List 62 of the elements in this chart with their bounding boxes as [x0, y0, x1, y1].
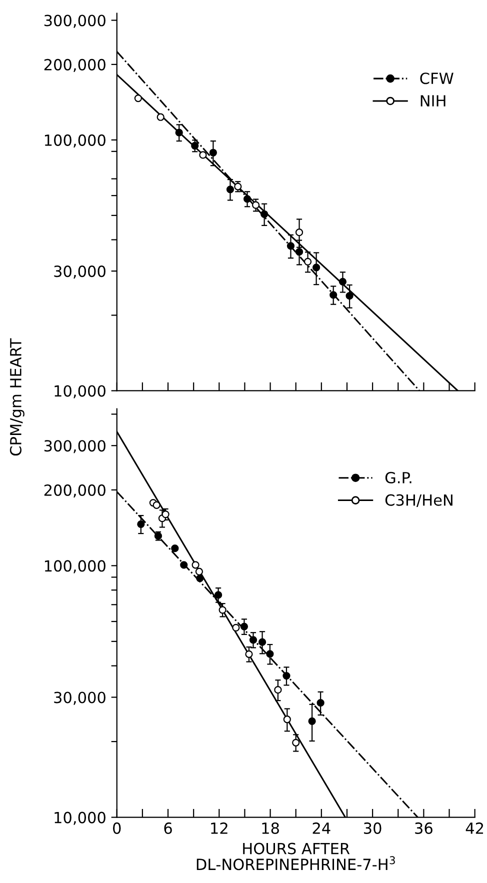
point — [295, 228, 304, 236]
x-tick-label: 30 — [364, 822, 382, 834]
point — [283, 716, 291, 724]
point — [192, 561, 200, 569]
point — [175, 128, 183, 136]
y-tick-label: 300,000 — [44, 14, 106, 28]
x-tick-label: 18 — [262, 822, 279, 834]
point — [195, 568, 204, 576]
x-tick-label: 36 — [415, 822, 432, 834]
x-tick-label: 24 — [312, 822, 330, 834]
point — [330, 291, 338, 299]
x-axis-title: HOURS AFTER DL-NOREPINEPHRINE-7-H$^{3}$ — [196, 842, 395, 870]
y-tick-label: 10,000 — [54, 385, 106, 398]
y-tick-label: 30,000 — [54, 266, 106, 279]
y-tick-label: 200,000 — [44, 484, 106, 498]
y-tick-label: 100,000 — [44, 134, 106, 148]
point — [156, 113, 164, 121]
point — [252, 201, 260, 209]
x-tick-label: 6 — [164, 822, 172, 834]
point — [240, 622, 248, 630]
legend-label: C3H/HeN — [385, 494, 452, 508]
point — [258, 638, 266, 646]
legend-label: CFW — [420, 72, 454, 84]
point — [214, 591, 222, 599]
point — [245, 650, 253, 658]
point — [191, 142, 199, 150]
point — [308, 717, 316, 725]
y-tick-label: 300,000 — [44, 440, 106, 454]
x-tick-label: 0 — [113, 822, 121, 834]
x-tick-label: 42 — [466, 822, 484, 834]
point — [282, 672, 290, 680]
legend-label: G.P. — [385, 472, 412, 484]
point — [304, 258, 312, 266]
y-tick-label: 30,000 — [54, 692, 106, 705]
point — [292, 738, 300, 746]
point — [137, 520, 145, 528]
point — [243, 195, 252, 203]
point — [232, 624, 240, 632]
point — [312, 264, 320, 272]
point — [316, 699, 324, 707]
point — [249, 636, 258, 644]
point — [346, 292, 354, 300]
point — [134, 94, 142, 102]
point — [338, 278, 347, 286]
point — [199, 151, 207, 159]
point — [226, 186, 234, 194]
point — [266, 650, 274, 658]
point — [260, 210, 268, 218]
point — [286, 242, 295, 250]
y-tick-label: 200,000 — [44, 58, 106, 72]
y-tick-label: 10,000 — [54, 812, 106, 825]
x-tick-label: 12 — [211, 822, 228, 834]
point — [180, 561, 188, 569]
point — [152, 501, 160, 509]
y-axis-title: CPM/gm HEART — [10, 338, 24, 456]
point — [171, 544, 179, 552]
y-tick-label: 100,000 — [44, 560, 106, 574]
point — [196, 574, 204, 582]
legend-label: NIH — [420, 95, 446, 106]
point — [274, 686, 282, 694]
point — [218, 606, 226, 614]
point — [209, 148, 217, 156]
